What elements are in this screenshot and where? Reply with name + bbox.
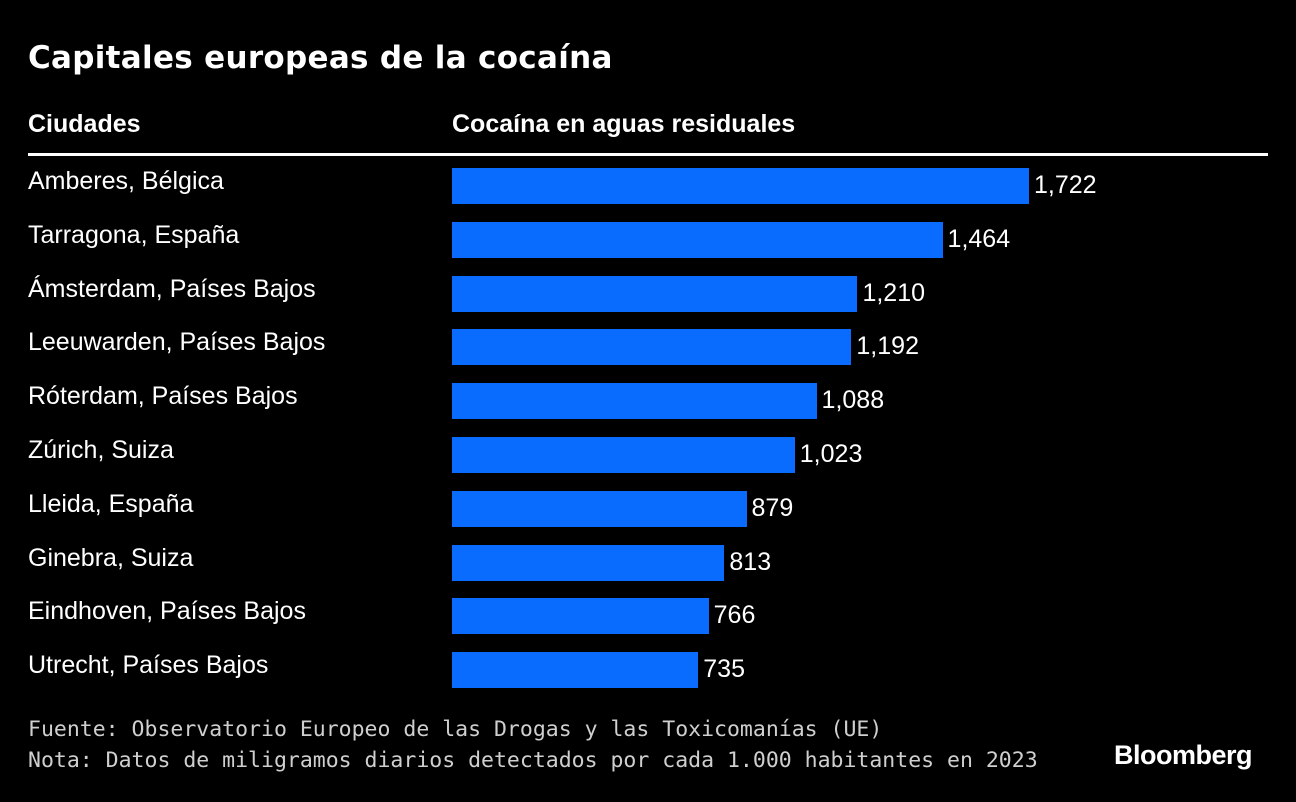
- category-label: Utrecht, Países Bajos: [28, 651, 269, 680]
- value-label: 1,210: [862, 278, 925, 307]
- category-label: Ginebra, Suiza: [28, 543, 194, 572]
- value-label: 766: [713, 601, 756, 630]
- bar: [452, 437, 795, 473]
- bar: [452, 329, 852, 366]
- source-note: Fuente: Observatorio Europeo de las Drog…: [28, 717, 883, 742]
- category-label: Lleida, España: [28, 489, 194, 518]
- bar: [452, 168, 1029, 204]
- data-note: Nota: Datos de miligramos diarios detect…: [28, 748, 1038, 773]
- value-header: Cocaína en aguas residuales: [452, 110, 796, 138]
- value-label: 1,192: [856, 332, 919, 361]
- category-header: Ciudades: [28, 110, 141, 138]
- value-label: 879: [751, 493, 794, 522]
- value-label: 813: [729, 547, 772, 576]
- category-label: Zúrich, Suiza: [28, 436, 174, 464]
- category-label: Eindhoven, Países Bajos: [28, 597, 306, 626]
- bar: [452, 490, 747, 527]
- category-label: Amberes, Bélgica: [28, 167, 224, 195]
- category-label: Róterdam, Países Bajos: [28, 382, 298, 411]
- value-label: 1,088: [821, 386, 885, 415]
- value-label: 1,023: [799, 440, 863, 468]
- category-label: Ámsterdam, Países Bajos: [28, 274, 316, 303]
- value-label: 1,722: [1034, 171, 1097, 199]
- bar: [452, 652, 699, 689]
- bar: [452, 598, 709, 635]
- category-label: Tarragona, España: [28, 220, 240, 249]
- value-label: 735: [703, 655, 745, 684]
- category-label: Leeuwarden, Países Bajos: [28, 328, 326, 357]
- bar: [452, 221, 943, 258]
- value-label: 1,464: [947, 224, 1011, 253]
- bar: [452, 544, 725, 581]
- chart-title: Capitales europeas de la cocaína: [28, 40, 613, 76]
- header-rule: [28, 153, 1268, 156]
- bar: [452, 383, 817, 420]
- bloomberg-logo: Bloomberg: [1114, 740, 1253, 770]
- bar: [452, 275, 858, 312]
